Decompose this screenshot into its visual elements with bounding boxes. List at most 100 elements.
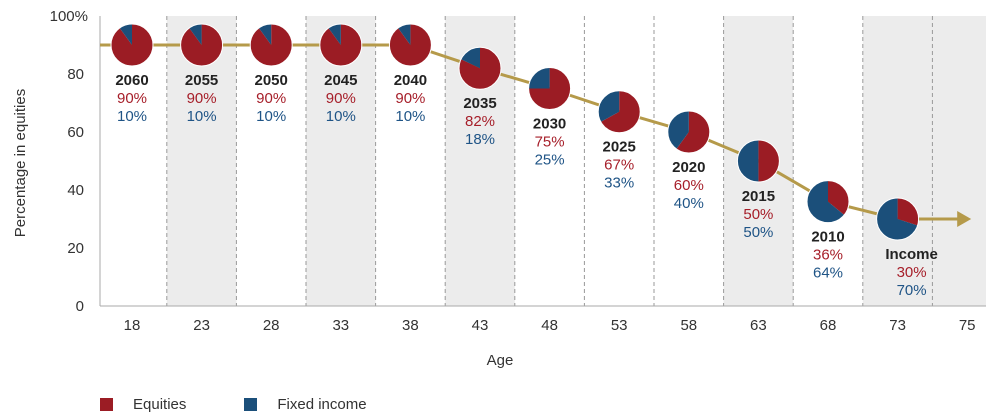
pie-slice-fixed-income (189, 24, 202, 45)
fund-equities-label: 90% (187, 90, 217, 107)
fund-label: 2050 (255, 72, 288, 89)
fund-fixed-label: 10% (256, 108, 286, 125)
pie-outline (319, 23, 363, 67)
pie-outline (528, 67, 572, 110)
x-tick-label: 18 (124, 317, 141, 334)
series-arrowhead (957, 211, 972, 227)
x-tick-label: 38 (402, 317, 419, 334)
fund-equities-label: 60% (674, 177, 704, 194)
fund-label: 2045 (324, 72, 357, 89)
fund-equities-label: 90% (117, 90, 147, 107)
pie-slice-fixed-income (258, 24, 272, 45)
pie-slice-equities (600, 90, 641, 133)
x-tick-label: 58 (680, 317, 697, 334)
fund-equities-label: 30% (897, 264, 927, 281)
y-tick-label: 60 (67, 124, 84, 141)
fund-pie-2055 (180, 23, 224, 67)
fund-pie-2025 (597, 90, 641, 134)
y-tick-label: 0 (76, 298, 84, 315)
fund-fixed-label: 64% (813, 265, 843, 282)
pie-slice-fixed-income (328, 24, 341, 45)
fund-pie-2015 (736, 139, 780, 183)
fund-pie-2010 (806, 180, 850, 224)
legend: Equities Fixed income (100, 396, 425, 413)
legend-item-fixed-income: Fixed income (244, 396, 367, 413)
y-tick-label: 80 (67, 66, 84, 83)
pie-outline (876, 197, 920, 241)
fund-fixed-label: 33% (604, 175, 634, 192)
fund-fixed-label: 10% (395, 108, 425, 125)
fund-pie-2035 (458, 46, 502, 90)
x-tick-label: 48 (541, 317, 558, 334)
fund-equities-label: 90% (326, 90, 356, 107)
x-tick-label: 75 (959, 317, 976, 334)
y-tick-label: 100% (50, 8, 88, 25)
fund-fixed-label: 18% (465, 131, 495, 148)
shaded-band-4 (862, 16, 986, 306)
fund-pie-2060 (110, 23, 154, 67)
fund-equities-label: 82% (465, 113, 495, 130)
pie-outline (736, 139, 780, 183)
fund-pie-2030 (528, 67, 572, 110)
fund-pie-income (876, 197, 920, 241)
pie-outline (667, 110, 711, 154)
x-tick-label: 28 (263, 317, 280, 334)
x-tick-label: 68 (820, 317, 837, 334)
fund-label: 2055 (185, 72, 218, 89)
y-tick-label: 20 (67, 240, 84, 257)
fund-label: 2025 (603, 139, 636, 156)
pie-slice-fixed-income (876, 198, 918, 240)
pie-slice-equities (828, 180, 849, 215)
fund-equities-label: 50% (743, 206, 773, 223)
legend-label-equities: Equities (133, 396, 187, 413)
fund-pie-2050 (249, 23, 293, 67)
fund-label: 2010 (811, 229, 844, 246)
fund-label: Income (885, 246, 938, 263)
pie-outline (180, 23, 224, 67)
fund-equities-label: 67% (604, 157, 634, 174)
fund-label: 2060 (115, 72, 148, 89)
legend-label-fixed-income: Fixed income (277, 396, 367, 413)
pie-slice-equities (110, 24, 153, 66)
fund-fixed-label: 25% (535, 152, 565, 169)
fund-equities-label: 36% (813, 247, 843, 264)
pie-slice-equities (458, 47, 502, 90)
fund-fixed-label: 50% (743, 224, 773, 241)
fund-pie-2040 (388, 23, 432, 67)
fund-equities-label: 75% (535, 134, 565, 151)
pie-slice-equities (389, 24, 432, 66)
fund-label: 2030 (533, 116, 566, 133)
fund-label: 2015 (742, 188, 775, 205)
x-tick-label: 33 (332, 317, 349, 334)
legend-item-equities: Equities (100, 396, 186, 413)
x-tick-label: 73 (889, 317, 906, 334)
pie-outline (110, 23, 154, 67)
fund-equities-label: 90% (256, 90, 286, 107)
fund-fixed-label: 70% (897, 282, 927, 299)
pie-outline (458, 46, 502, 90)
fund-equities-label: 90% (395, 90, 425, 107)
pie-slice-fixed-income (806, 180, 845, 223)
fund-label: 2020 (672, 159, 705, 176)
pie-slice-equities (897, 198, 919, 226)
pie-outline (249, 23, 293, 67)
legend-swatch-fixed-income (244, 398, 258, 411)
fund-label: 2040 (394, 72, 427, 89)
pie-slice-equities (758, 140, 780, 182)
fund-pie-2020 (667, 110, 711, 154)
pie-slice-fixed-income (737, 140, 759, 182)
x-tick-label: 23 (193, 317, 210, 334)
pie-slice-fixed-income (667, 111, 689, 149)
fund-fixed-label: 10% (117, 108, 147, 125)
x-axis-title: Age (487, 352, 514, 369)
pie-slice-fixed-income (398, 24, 411, 45)
x-tick-label: 53 (611, 317, 628, 334)
x-tick-label: 63 (750, 317, 767, 334)
fund-fixed-label: 10% (187, 108, 217, 125)
y-axis-title: Percentage in equities (12, 89, 29, 237)
x-tick-label: 43 (472, 317, 489, 334)
pie-slice-equities (676, 111, 710, 153)
pie-outline (806, 180, 850, 224)
pie-outline (388, 23, 432, 67)
